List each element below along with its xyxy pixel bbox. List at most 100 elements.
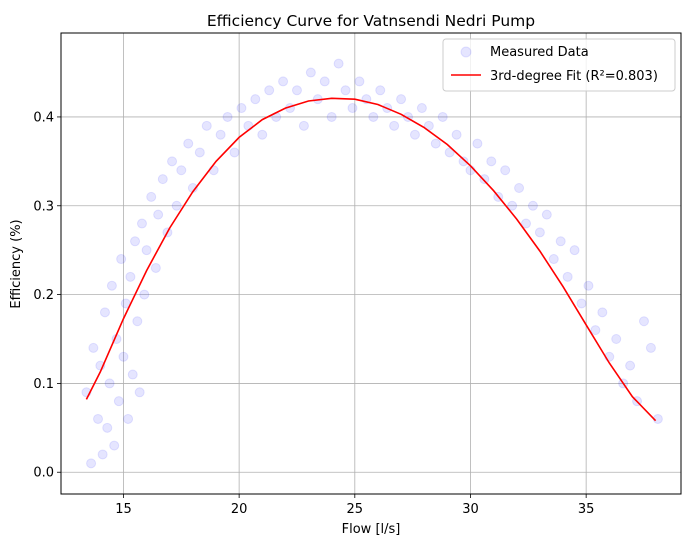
- legend-box: [442, 38, 676, 92]
- data-point: [167, 156, 178, 167]
- data-point: [479, 174, 490, 185]
- data-point: [562, 271, 573, 282]
- y-tick-label: 0.1: [33, 377, 54, 392]
- data-point: [201, 120, 212, 131]
- data-point: [236, 103, 247, 114]
- legend: Measured Data 3rd-degree Fit (R²=0.803): [442, 38, 676, 92]
- data-point: [127, 369, 138, 380]
- data-point: [625, 360, 636, 371]
- data-point: [389, 120, 400, 131]
- data-point: [458, 156, 469, 167]
- data-point: [102, 422, 113, 433]
- x-tick-label: 25: [347, 502, 364, 517]
- data-point: [104, 378, 115, 389]
- data-point: [215, 129, 226, 140]
- data-point: [500, 165, 511, 176]
- data-point: [278, 76, 289, 87]
- data-point: [291, 85, 302, 96]
- data-point: [99, 307, 110, 318]
- data-point: [305, 67, 316, 78]
- data-point: [645, 342, 656, 353]
- data-point: [176, 165, 187, 176]
- data-point: [93, 413, 104, 424]
- data-point: [638, 316, 649, 327]
- data-point: [257, 129, 268, 140]
- data-point: [368, 111, 379, 122]
- data-point: [375, 85, 386, 96]
- data-point: [541, 209, 552, 220]
- grid-lines: [61, 33, 681, 494]
- data-point: [569, 245, 580, 256]
- data-point: [437, 111, 448, 122]
- plot-area-frame: [60, 32, 682, 495]
- data-point: [136, 218, 147, 229]
- data-point: [555, 236, 566, 247]
- data-point: [534, 227, 545, 238]
- fit-line-group: [85, 97, 657, 422]
- legend-label-measured: Measured Data: [490, 45, 589, 60]
- data-point: [396, 94, 407, 105]
- data-point: [141, 245, 152, 256]
- data-point: [514, 182, 525, 193]
- data-point: [153, 209, 164, 220]
- data-point: [229, 147, 240, 158]
- data-point: [521, 218, 531, 229]
- data-point: [146, 191, 157, 202]
- data-point: [527, 200, 538, 211]
- y-tick-label: 0.2: [33, 288, 54, 303]
- data-point: [123, 413, 134, 424]
- data-point: [86, 458, 97, 469]
- data-point: [298, 120, 309, 131]
- data-point: [250, 94, 261, 105]
- data-point: [130, 236, 141, 247]
- data-point: [340, 85, 351, 96]
- data-point: [116, 254, 127, 265]
- data-point: [451, 129, 462, 140]
- data-point: [243, 120, 254, 131]
- y-axis-label: Efficiency (%): [9, 219, 24, 308]
- data-point: [194, 147, 205, 158]
- x-tick-label: 30: [462, 502, 479, 517]
- data-point: [486, 156, 497, 167]
- data-point: [183, 138, 194, 149]
- x-axis-ticks: 15 20 25 30 35: [115, 494, 594, 517]
- data-point: [222, 111, 233, 122]
- x-axis-label: Flow [l/s]: [342, 522, 401, 537]
- data-point: [150, 262, 161, 273]
- data-point: [326, 111, 337, 122]
- data-point: [132, 316, 143, 327]
- data-point: [113, 396, 124, 407]
- data-point: [319, 76, 330, 87]
- data-point: [347, 103, 358, 114]
- data-point: [88, 342, 99, 353]
- data-point: [208, 165, 219, 176]
- data-point: [109, 440, 120, 451]
- legend-label-fit: 3rd-degree Fit (R²=0.803): [490, 69, 658, 84]
- x-tick-label: 35: [578, 502, 595, 517]
- data-point: [472, 138, 483, 149]
- y-axis-ticks: 0.0 0.1 0.2 0.3 0.4: [33, 110, 61, 481]
- data-point: [171, 200, 182, 211]
- data-point: [106, 280, 117, 291]
- legend-marker-measured: [460, 46, 472, 58]
- data-point: [444, 147, 455, 158]
- data-point: [576, 298, 587, 309]
- data-point: [125, 271, 136, 282]
- data-point: [611, 334, 622, 345]
- x-tick-label: 15: [115, 502, 132, 517]
- data-point: [416, 103, 427, 114]
- data-point: [333, 58, 344, 69]
- data-point: [507, 200, 518, 211]
- data-point: [583, 280, 594, 291]
- data-point: [597, 307, 608, 318]
- data-point: [264, 85, 275, 96]
- data-point: [590, 325, 601, 336]
- data-point: [139, 289, 150, 300]
- data-point: [157, 174, 168, 185]
- chart-title: Efficiency Curve for Vatnsendi Nedri Pum…: [207, 12, 535, 30]
- data-point: [548, 254, 559, 265]
- data-point: [409, 129, 420, 140]
- data-point: [118, 351, 129, 362]
- scatter-points: [81, 58, 663, 469]
